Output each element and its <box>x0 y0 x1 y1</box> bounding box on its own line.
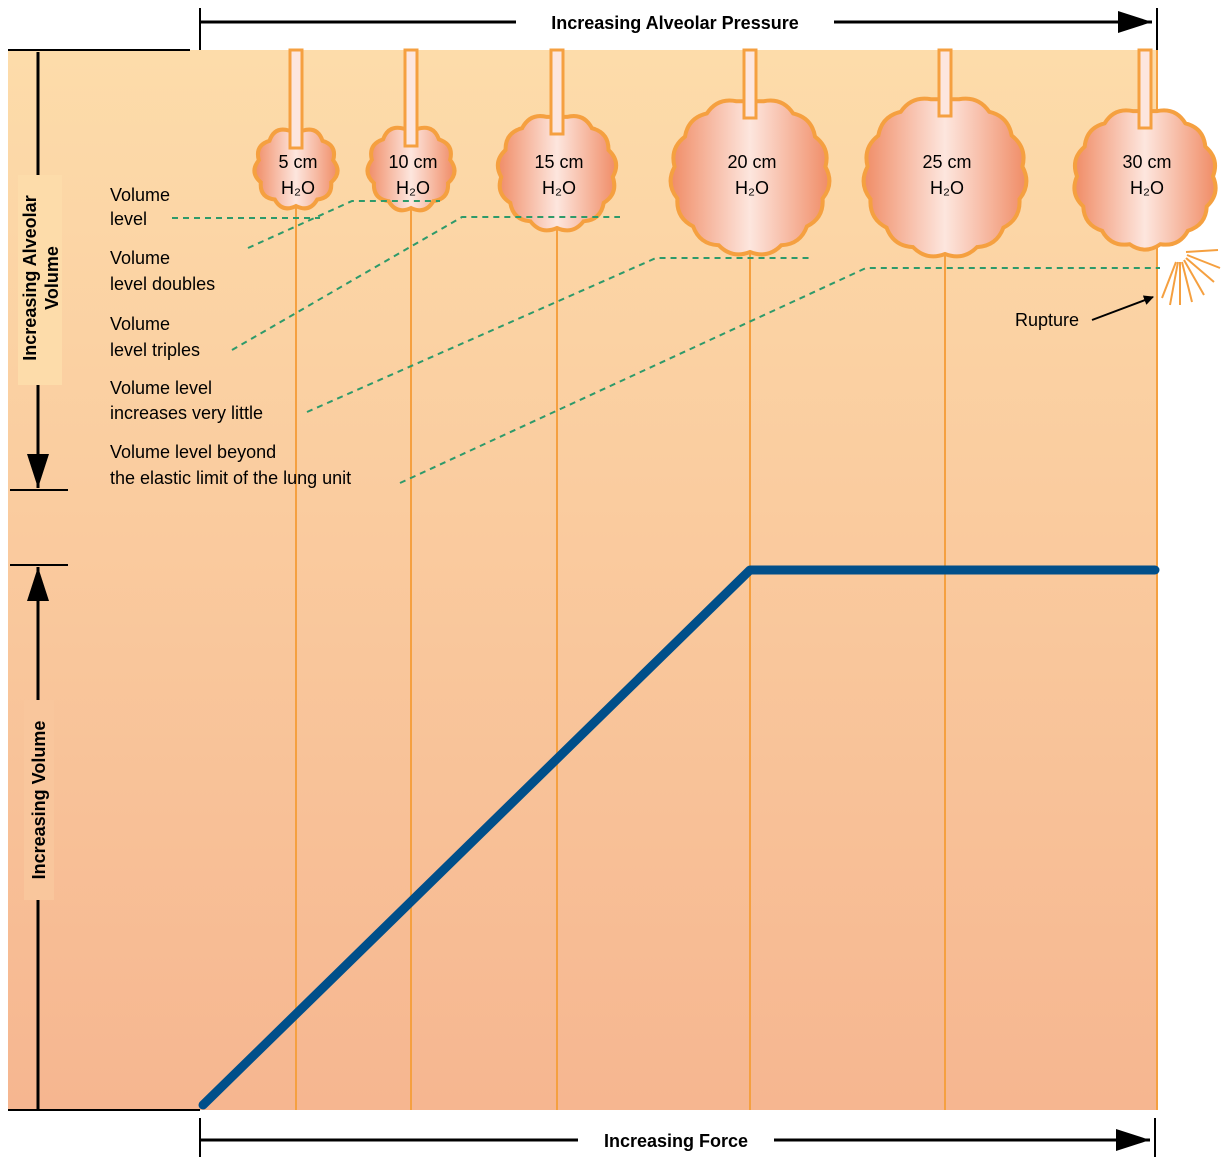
left-upper-axis-label: Volume <box>42 246 62 310</box>
alveolus-stem <box>549 48 565 136</box>
annotation-line: Volume <box>110 248 170 268</box>
pressure-label: 5 cm <box>278 152 317 172</box>
unit-label: H₂O <box>735 178 769 198</box>
unit-label: H₂O <box>930 178 964 198</box>
alveolus-body <box>861 96 1029 259</box>
alveolus-body <box>365 125 457 213</box>
unit-label: H₂O <box>1130 178 1164 198</box>
alveolus-stem <box>1137 48 1153 130</box>
alveolus-stem <box>937 48 953 118</box>
alveolus: 25 cm H₂O <box>861 48 1029 259</box>
dashed-leaders <box>172 200 1160 484</box>
alveolus-stem <box>742 48 758 120</box>
annotation-line: level triples <box>110 340 200 360</box>
pressure-label: 25 cm <box>922 152 971 172</box>
unit-label: H₂O <box>542 178 576 198</box>
alveolus-body <box>668 98 832 257</box>
unit-label: H₂O <box>396 178 430 198</box>
alveolus: 15 cm H₂O <box>495 48 619 233</box>
left-lower-axis-label: Increasing Volume <box>29 721 49 880</box>
alveolus-body <box>495 114 619 233</box>
annotation-line: Volume level beyond <box>110 442 276 462</box>
annotation-line: increases very little <box>110 403 263 423</box>
alveolus-stem <box>403 48 419 148</box>
rupture-rays <box>1161 249 1221 306</box>
left-upper-axis-label: Increasing Alveolar <box>20 195 40 360</box>
annotation-line: level <box>110 209 147 229</box>
annotation-line: Volume <box>110 314 170 334</box>
pressure-label: 20 cm <box>727 152 776 172</box>
alveolus: 30 cm H₂O <box>1072 48 1218 252</box>
volume-curve <box>198 565 1160 1110</box>
pressure-label: 10 cm <box>388 152 437 172</box>
annotation-line: the elastic limit of the lung unit <box>110 468 351 488</box>
alveolus: 10 cm H₂O <box>365 48 457 213</box>
annotation-line: level doubles <box>110 274 215 294</box>
bottom-axis-label: Increasing Force <box>604 1131 748 1151</box>
rupture-label: Rupture <box>1015 310 1079 330</box>
annotation-line: Volume <box>110 185 170 205</box>
alveolus: 5 cm H₂O <box>252 48 340 211</box>
alveolus: 20 cm H₂O <box>668 48 832 257</box>
pressure-label: 15 cm <box>534 152 583 172</box>
alveolus-body <box>252 127 340 211</box>
unit-label: H₂O <box>281 178 315 198</box>
alveolus-body <box>1072 108 1218 252</box>
pressure-label: 30 cm <box>1122 152 1171 172</box>
top-axis-label: Increasing Alveolar Pressure <box>551 13 798 33</box>
alveolus-stem <box>288 48 304 150</box>
annotation-line: Volume level <box>110 378 212 398</box>
